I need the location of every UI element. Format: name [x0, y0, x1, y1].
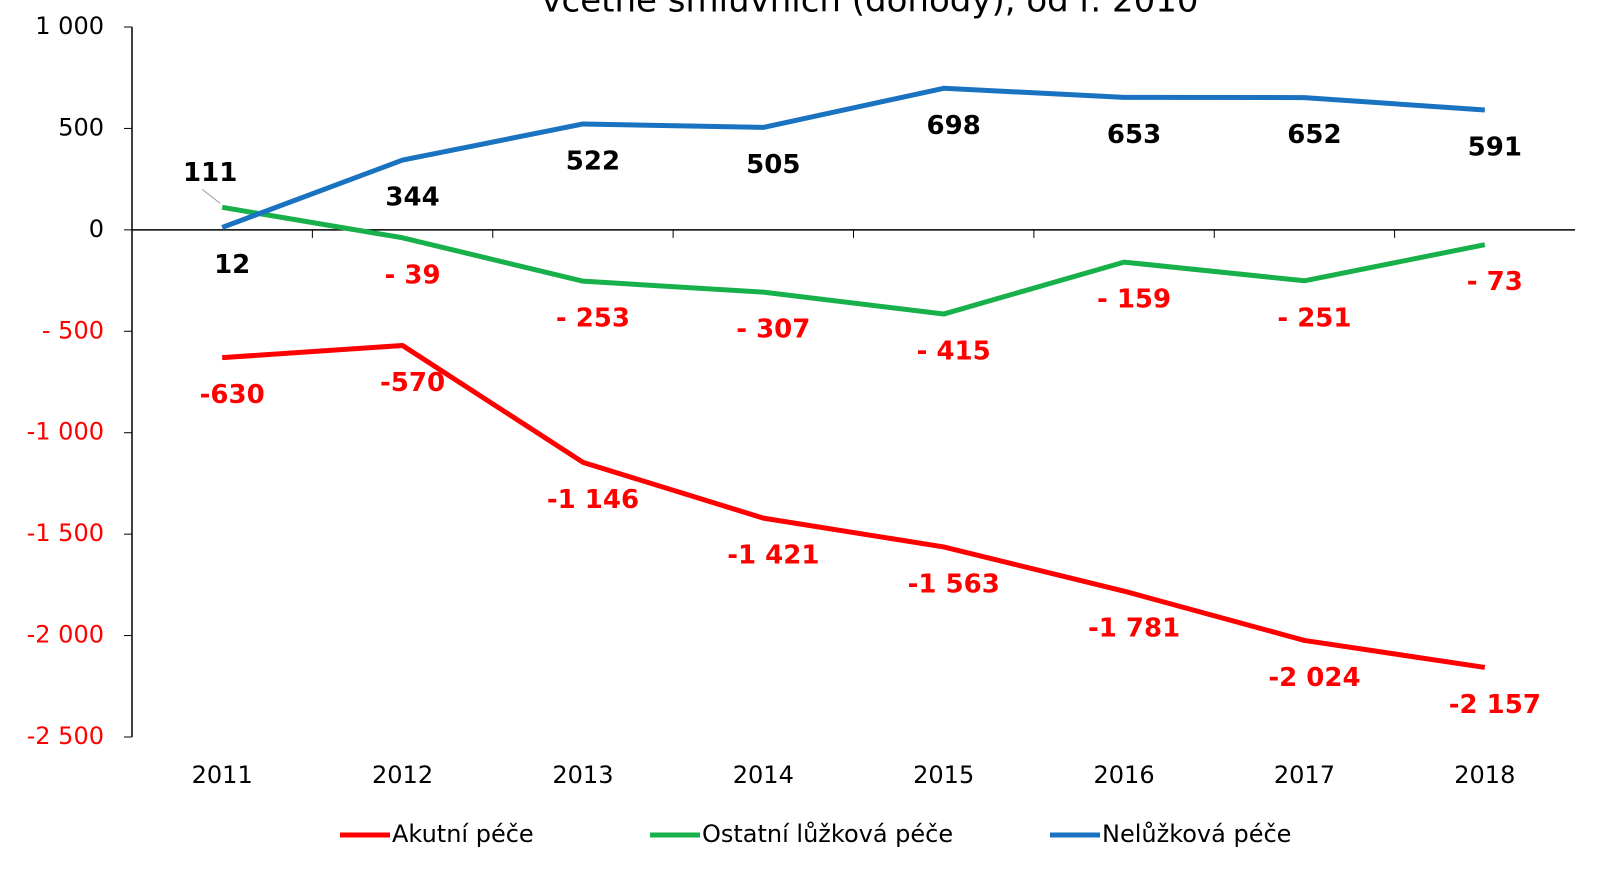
- data-label: 505: [746, 150, 800, 180]
- data-label: - 73: [1467, 267, 1523, 297]
- data-label: -1 781: [1088, 614, 1180, 644]
- y-tick-label: -1 000: [27, 418, 104, 446]
- data-label: -2 024: [1268, 663, 1360, 693]
- data-label: - 307: [736, 315, 810, 345]
- data-label: 698: [927, 111, 981, 141]
- data-label: 591: [1468, 132, 1522, 162]
- y-tick-label: -1 500: [27, 519, 104, 547]
- y-tick-label: -2 500: [27, 722, 104, 750]
- x-tick-label: 2012: [372, 761, 433, 789]
- x-tick-label: 2017: [1274, 761, 1335, 789]
- y-tick-label: 1 000: [35, 12, 104, 40]
- x-tick-label: 2011: [192, 761, 253, 789]
- data-label: 652: [1287, 120, 1341, 150]
- data-label: -570: [380, 368, 445, 398]
- data-label: 344: [385, 183, 439, 213]
- series-line: [221, 85, 1485, 230]
- y-tick-label: - 500: [42, 316, 104, 344]
- x-tick-label: 2014: [733, 761, 794, 789]
- data-label: 653: [1107, 120, 1161, 150]
- legend-label: Ostatní lůžková péče: [702, 820, 953, 848]
- series-line: [222, 342, 1486, 670]
- data-label: - 39: [385, 260, 441, 290]
- data-label: -1 563: [908, 569, 1000, 599]
- data-label: -630: [200, 380, 265, 410]
- legend-label: Akutní péče: [392, 820, 534, 848]
- data-label: -1 421: [727, 541, 819, 571]
- data-label: - 253: [556, 304, 630, 334]
- data-label: 12: [214, 250, 250, 280]
- y-tick-label: 0: [89, 215, 104, 243]
- leader-line: [201, 188, 221, 204]
- chart-title: včetně smluvních (dohody), od r. 2010: [541, 0, 1198, 21]
- x-tick-label: 2018: [1454, 761, 1515, 789]
- data-label: -2 157: [1449, 690, 1541, 720]
- x-tick-label: 2016: [1094, 761, 1155, 789]
- data-label: -1 146: [547, 485, 639, 515]
- x-tick-label: 2013: [552, 761, 613, 789]
- data-label: - 251: [1277, 303, 1351, 333]
- data-label: - 415: [917, 337, 991, 367]
- data-label: 522: [566, 146, 620, 176]
- y-tick-label: 500: [58, 113, 104, 141]
- y-tick-label: -2 000: [27, 621, 104, 649]
- series-line: [221, 204, 1486, 317]
- legend-label: Nelůžková péče: [1102, 820, 1291, 848]
- x-tick-label: 2015: [913, 761, 974, 789]
- data-label: - 159: [1097, 285, 1171, 315]
- data-label: 111: [183, 158, 237, 188]
